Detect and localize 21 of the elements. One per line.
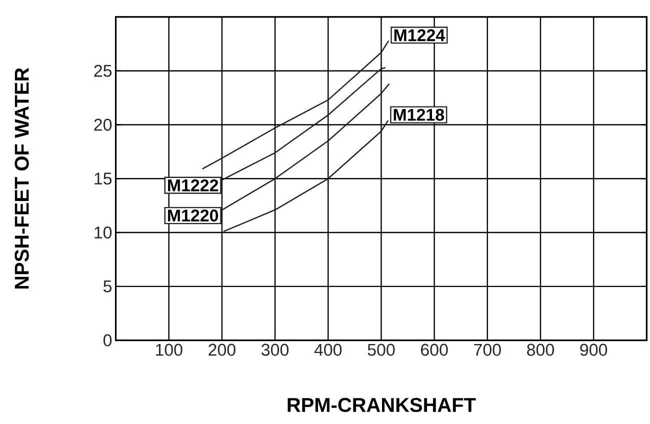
x-tick-label: 900 [580,344,608,356]
x-tick-label: 100 [156,344,182,356]
x-tick-label: 600 [421,344,448,356]
series-label: M1218 [394,108,444,121]
legend-label: M1220 [168,209,218,222]
x-tick-label: 800 [527,344,554,356]
y-tick-label: 25 [94,64,112,77]
x-tick-label: 200 [208,344,236,356]
series-label: M1224 [394,29,446,42]
x-axis-title: RPM-CRANKSHAFT [288,398,476,412]
series-label: M1222 [168,179,218,192]
y-tick-label: 5 [104,280,112,292]
x-tick-label: 500 [368,344,395,356]
y-tick-label: 10 [94,226,112,238]
x-tick-label: 700 [474,344,501,356]
x-tick-label: 300 [262,344,289,356]
y-tick-label: 0 [103,334,112,346]
x-tick-label: 400 [314,344,342,356]
y-tick-label: 15 [94,172,112,184]
y-tick-label: 20 [94,118,112,131]
y-axis-title: NPSH-FEET OF WATER [14,68,29,288]
